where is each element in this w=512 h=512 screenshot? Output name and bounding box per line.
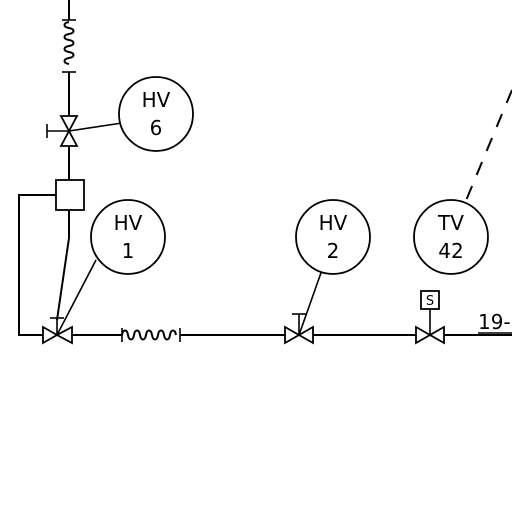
instrument-bubble-hv1: HV 1 [90,199,166,275]
instrument-function: HV [114,211,143,235]
instrument-function: HV [319,211,348,235]
instrument-bubble-hv2: HV 2 [295,199,371,275]
instrument-number: 2 [327,239,340,263]
instrument-function: HV [142,88,171,112]
instrument-function: TV [437,211,464,235]
instrument-number: 42 [438,239,463,263]
solenoid-label: S [426,294,434,309]
signal-line-dashed [464,89,512,204]
valve-hv1 [42,259,97,345]
main-horizontal-pipe [72,328,512,342]
box-element [55,179,85,211]
instrument-bubble-tv42: TV 42 [413,199,489,275]
bypass-line [18,194,56,336]
instrument-bubble-hv6: HV 6 [118,76,194,152]
valve-hv6 [46,115,123,147]
instrument-number: 1 [122,239,135,263]
pipe-segment [56,237,70,321]
line-number-label: 19- [478,310,511,334]
solenoid-box [420,290,440,310]
valve-hv2 [284,269,323,345]
solenoid-valve: S [415,290,445,345]
upper-vertical-pipe [62,0,76,116]
instrument-number: 6 [150,116,163,140]
